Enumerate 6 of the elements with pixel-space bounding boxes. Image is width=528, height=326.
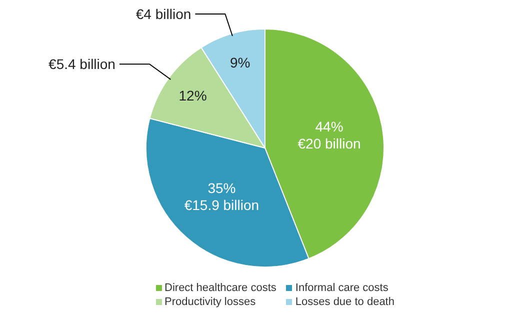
legend-label: Productivity losses (164, 296, 257, 308)
legend-label: Informal care costs (294, 282, 390, 294)
data-label: 35% €15.9 billion (184, 180, 260, 214)
legend-label: Losses due to death (294, 296, 394, 308)
data-label: 44% €20 billion (298, 118, 361, 152)
legend-label: Direct healthcare costs (164, 282, 276, 294)
